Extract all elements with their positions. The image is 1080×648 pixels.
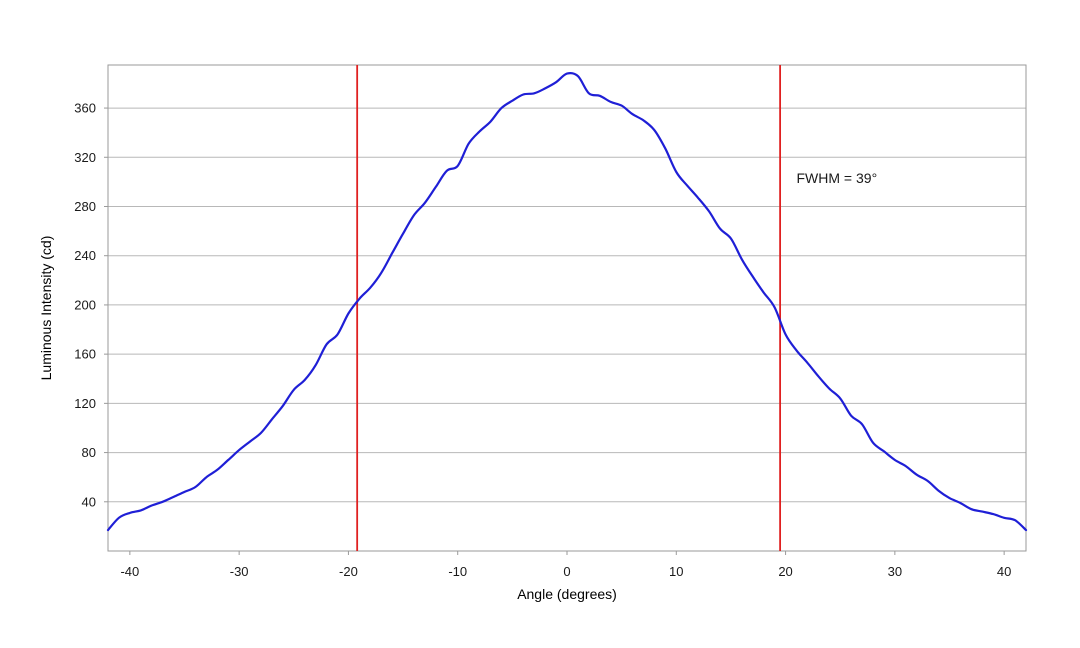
y-axis-ticks: 40 80 120 160 200 240 280 320 360: [74, 101, 108, 509]
x-tick-label: -30: [230, 564, 249, 579]
x-tick-label: 20: [778, 564, 792, 579]
y-tick-label: 160: [74, 347, 96, 362]
y-axis-title: Luminous Intensity (cd): [38, 236, 54, 381]
y-tick-label: 80: [82, 445, 96, 460]
y-tick-label: 360: [74, 101, 96, 116]
intensity-curve: [106, 71, 1028, 532]
y-tick-label: 120: [74, 396, 96, 411]
gridlines: [108, 107, 1026, 503]
y-tick-label: 320: [74, 150, 96, 165]
plot-frame: [107, 64, 1027, 552]
x-axis-title: Angle (degrees): [517, 586, 617, 602]
x-tick-label: -40: [120, 564, 139, 579]
y-tick-label: 40: [82, 494, 96, 509]
y-tick-label: 280: [74, 199, 96, 214]
x-tick-label: 0: [563, 564, 570, 579]
fwhm-lines: [356, 65, 782, 551]
y-tick-label: 240: [74, 248, 96, 263]
fwhm-annotation: FWHM = 39°: [797, 170, 878, 186]
x-axis-ticks: -40 -30 -20 -10 0 10 20 30 40: [120, 551, 1011, 579]
x-tick-label: 30: [888, 564, 902, 579]
x-tick-label: -20: [339, 564, 358, 579]
x-tick-label: -10: [448, 564, 467, 579]
x-tick-label: 40: [997, 564, 1011, 579]
x-tick-label: 10: [669, 564, 683, 579]
y-tick-label: 200: [74, 297, 96, 312]
